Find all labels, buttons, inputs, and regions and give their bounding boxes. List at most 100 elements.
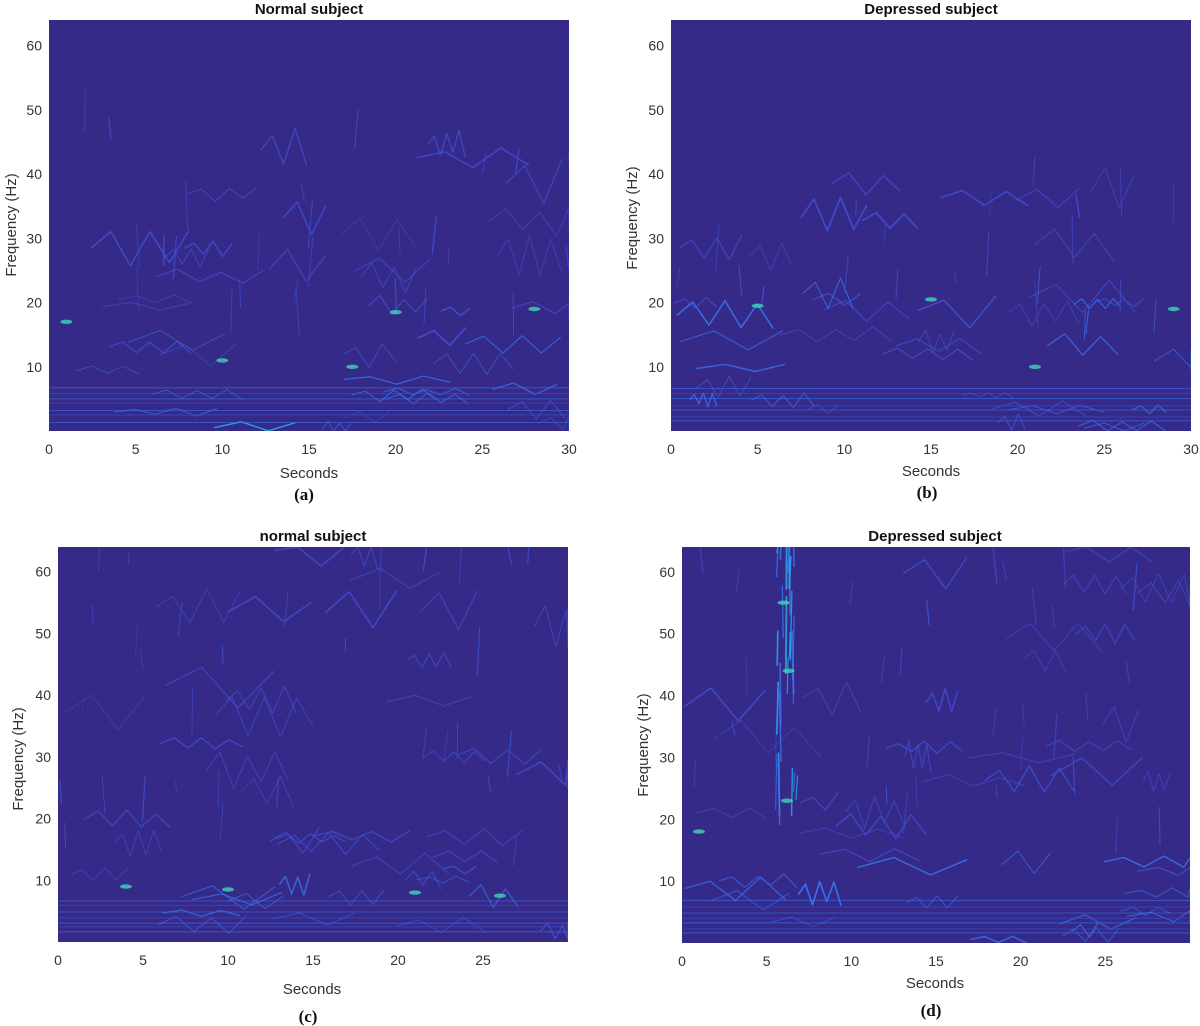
ridge-mark (350, 547, 379, 570)
streak-mark (880, 655, 885, 683)
ridge-mark (1071, 921, 1099, 938)
y-tick-label: 50 (659, 626, 675, 642)
ridge-mark (127, 330, 225, 351)
streak-mark (995, 784, 998, 798)
streak-mark (1172, 182, 1175, 223)
streak-mark (284, 591, 289, 627)
ridge-mark (1073, 298, 1122, 310)
y-tick-label: 50 (35, 625, 51, 641)
burst-mark (789, 590, 793, 661)
ridge-mark (491, 382, 557, 396)
scalogram-panel-a: 0 5 10 15 20 25 30 10 20 30 40 50 60 Normal subject… (3, 1, 577, 504)
ridge-mark (183, 240, 233, 258)
streak-mark (300, 181, 306, 201)
plot-area (49, 20, 569, 431)
x-tick-label: 5 (132, 441, 140, 457)
ridge-mark (1033, 228, 1115, 263)
ridge-mark (966, 752, 1075, 764)
panel-title: Depressed subject (868, 528, 1001, 545)
bright-spot (925, 297, 937, 302)
ridge-mark (343, 375, 451, 385)
ridge-mark (468, 884, 519, 908)
ridge-mark (882, 347, 974, 361)
streak-mark (988, 191, 992, 220)
ridge-mark (835, 812, 927, 840)
streak-mark (476, 626, 481, 676)
ridge-mark (205, 751, 289, 790)
y-tick-label: 10 (26, 359, 42, 375)
streak-mark (354, 109, 359, 149)
streak-mark (1053, 713, 1058, 758)
streak-mark (276, 778, 279, 809)
bright-spot (782, 668, 795, 673)
ridge-mark (684, 876, 787, 902)
ridge-mark (1050, 756, 1144, 787)
ridge-mark (516, 759, 568, 789)
streak-mark (422, 728, 428, 759)
ridge-mark (673, 296, 718, 309)
y-tick-label: 20 (26, 295, 42, 311)
y-tick-label: 30 (35, 749, 51, 765)
ridge-mark (341, 217, 417, 251)
ridge-mark (997, 413, 1026, 431)
ridge-mark (165, 666, 275, 709)
panel-title: Normal subject (255, 1, 363, 18)
streak-mark (1132, 563, 1138, 611)
scalogram-panel-c: 0 5 10 15 20 25 10 20 30 40 50 60 normal subject S… (10, 528, 568, 1026)
ridge-mark (433, 352, 514, 375)
ridge-mark (1015, 187, 1080, 208)
ridge-mark (282, 201, 327, 236)
ridge-mark (678, 234, 743, 261)
x-axis-label: Seconds (906, 975, 964, 992)
y-tick-label: 40 (26, 166, 42, 182)
streak-mark (735, 569, 740, 596)
streak-mark (693, 760, 696, 789)
bright-spot (777, 600, 790, 605)
panel-caption: (b) (917, 483, 938, 502)
ridge-mark (422, 750, 486, 764)
ridge-mark (925, 687, 959, 713)
streak-mark (1002, 561, 1007, 581)
ridge-mark (679, 330, 783, 351)
x-ticks: 0 5 10 15 20 25 30 (667, 441, 1199, 457)
streak-mark (714, 224, 720, 272)
x-tick-label: 5 (139, 952, 147, 968)
streak-mark (895, 269, 899, 299)
x-ticks: 0 5 10 15 20 25 (54, 952, 491, 968)
streak-mark (899, 646, 903, 676)
ridge-mark (488, 207, 569, 237)
panel-title: Depressed subject (864, 1, 997, 18)
burst-mark (778, 691, 782, 762)
x-tick-label: 15 (928, 953, 944, 969)
x-tick-label: 0 (45, 441, 53, 457)
energy-ridges (682, 547, 1190, 943)
ridge-mark (921, 774, 1026, 787)
ridge-mark (442, 865, 477, 875)
burst-mark (792, 772, 796, 792)
ridge-mark (1062, 574, 1127, 595)
streak-mark (849, 581, 854, 605)
y-tick-label: 30 (648, 230, 664, 246)
ridge-mark (510, 301, 569, 318)
streak-mark (1051, 606, 1056, 628)
x-tick-label: 15 (301, 441, 317, 457)
ridge-mark (367, 294, 428, 315)
bright-spot (1029, 364, 1041, 369)
y-tick-label: 20 (35, 811, 51, 827)
ridge-mark (83, 809, 171, 829)
x-tick-label: 10 (837, 441, 853, 457)
ridge-mark (416, 875, 470, 884)
streak-mark (1085, 692, 1089, 720)
ridge-mark (799, 792, 839, 811)
x-tick-label: 25 (1097, 441, 1113, 457)
ridge-mark (831, 172, 902, 196)
ridge-mark (1137, 580, 1190, 607)
panel-title: normal subject (260, 528, 367, 545)
streak-mark (1114, 814, 1119, 854)
ridge-mark (1153, 348, 1191, 374)
streak-mark (512, 293, 515, 336)
energy-ridges (671, 156, 1191, 431)
streak-mark (431, 216, 438, 255)
y-ticks: 10 20 30 40 50 60 (659, 564, 675, 889)
streak-mark (506, 730, 513, 778)
